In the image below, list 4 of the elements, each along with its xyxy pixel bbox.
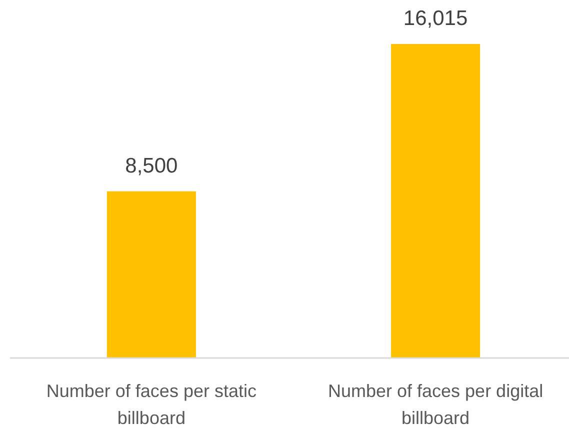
data-label: 8,500 xyxy=(125,154,178,178)
x-tick-label: Number of faces per digital billboard xyxy=(328,381,544,428)
data-label: 16,015 xyxy=(403,7,468,30)
x-tick-label: Number of faces per static billboard xyxy=(46,381,256,428)
